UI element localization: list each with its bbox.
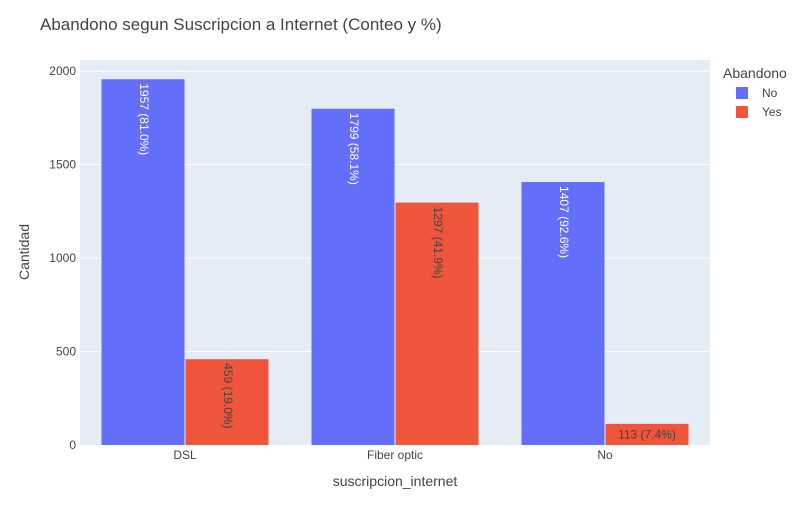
legend-title: Abandono bbox=[723, 65, 787, 81]
bar-yes-no[interactable] bbox=[605, 423, 689, 445]
bar-yes-fiber-optic[interactable] bbox=[395, 202, 479, 445]
bar-label: 1799 (58.1%) bbox=[347, 113, 361, 185]
legend-swatch-yes bbox=[736, 106, 748, 118]
bar-no-no[interactable] bbox=[521, 182, 605, 445]
y-axis-title: Cantidad bbox=[16, 224, 32, 280]
gridlines bbox=[80, 70, 710, 353]
y-tick-label: 1000 bbox=[49, 251, 76, 265]
x-axis-ticks: DSL Fiber optic No bbox=[173, 448, 613, 462]
y-tick-label: 0 bbox=[69, 438, 76, 452]
bars bbox=[101, 79, 689, 446]
x-axis-title: suscripcion_internet bbox=[333, 473, 458, 489]
y-axis-ticks: 0 500 1000 1500 2000 bbox=[49, 64, 76, 452]
bar-labels: 1957 (81.0%) 459 (19.0%) 1799 (58.1%) 1297 … bbox=[137, 83, 676, 441]
legend-item-yes[interactable]: Yes bbox=[736, 105, 782, 119]
legend-label-no: No bbox=[762, 86, 778, 100]
y-tick-label: 2000 bbox=[49, 64, 76, 78]
y-tick-label: 500 bbox=[56, 345, 76, 359]
x-tick-label: Fiber optic bbox=[367, 448, 423, 462]
bar-yes-dsl[interactable] bbox=[185, 359, 269, 445]
bar-no-dsl[interactable] bbox=[101, 79, 185, 445]
x-tick-label: No bbox=[597, 448, 613, 462]
legend-swatch-no bbox=[736, 87, 748, 99]
chart-title: Abandono segun Suscripcion a Internet (C… bbox=[40, 15, 442, 34]
bar-label: 459 (19.0%) bbox=[221, 363, 235, 428]
bar-label: 1957 (81.0%) bbox=[137, 83, 151, 155]
bar-label: 1407 (92.6%) bbox=[557, 186, 571, 258]
legend: Abandono No Yes bbox=[723, 65, 787, 119]
plot-background bbox=[80, 60, 710, 445]
legend-item-no[interactable]: No bbox=[736, 86, 778, 100]
bar-no-fiber-optic[interactable] bbox=[311, 108, 395, 446]
x-tick-label: DSL bbox=[173, 448, 197, 462]
y-tick-label: 1500 bbox=[49, 158, 76, 172]
bar-label: 1297 (41.9%) bbox=[431, 207, 445, 279]
bar-label: 113 (7.4%) bbox=[618, 427, 676, 441]
legend-label-yes: Yes bbox=[762, 105, 782, 119]
